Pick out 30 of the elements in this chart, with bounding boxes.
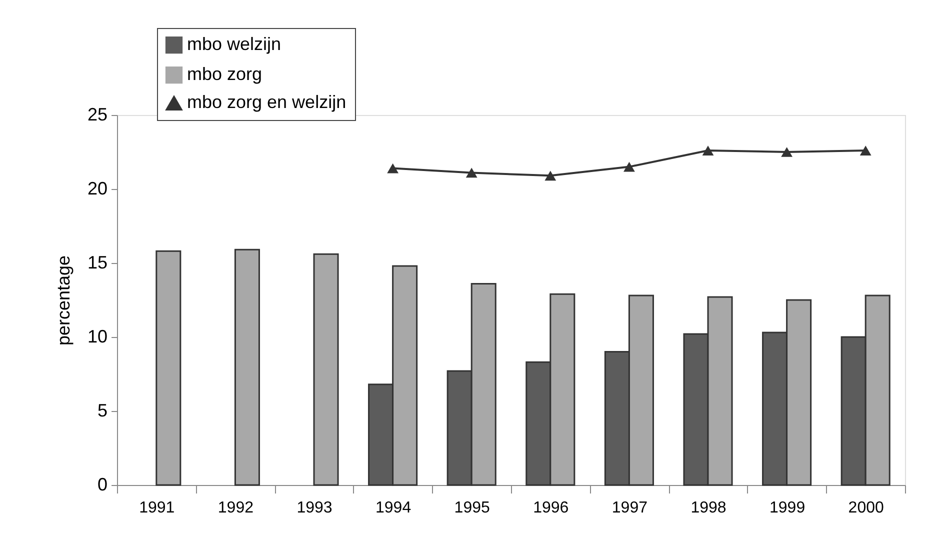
point <box>860 146 872 156</box>
y-tick-label: 20 <box>87 178 108 198</box>
point <box>387 163 398 174</box>
x-tick-label: 1999 <box>770 500 806 516</box>
legend-label: mbo welzijn <box>187 34 282 54</box>
y-tick-label: 25 <box>87 104 108 124</box>
point <box>466 168 478 178</box>
point <box>544 170 556 181</box>
point <box>624 162 635 172</box>
x-tick-label: 2000 <box>848 500 884 516</box>
x-tick-label: 1993 <box>296 500 332 516</box>
x-tick-label: 1995 <box>454 500 490 516</box>
point <box>702 146 714 156</box>
y-tick-label: 5 <box>97 400 108 420</box>
x-tick-label: 1998 <box>690 500 726 516</box>
y-tick-label: 15 <box>87 252 108 272</box>
x-tick-label: 1997 <box>612 500 648 516</box>
point <box>781 147 792 157</box>
bar <box>156 250 182 486</box>
bar <box>313 253 339 486</box>
legend-label: mbo zorg en welzijn <box>187 92 346 112</box>
x-tick-label: 1991 <box>139 500 175 516</box>
y-tick-label: 0 <box>97 474 108 494</box>
y-tick-label: 10 <box>87 326 108 346</box>
bar <box>234 248 260 486</box>
legend-label: mbo zorg <box>187 64 262 84</box>
x-tick-label: 1992 <box>218 500 254 516</box>
x-tick-label: 1994 <box>376 500 412 516</box>
y-axis-title: percentage <box>53 255 74 346</box>
x-tick-label: 1996 <box>533 500 569 516</box>
